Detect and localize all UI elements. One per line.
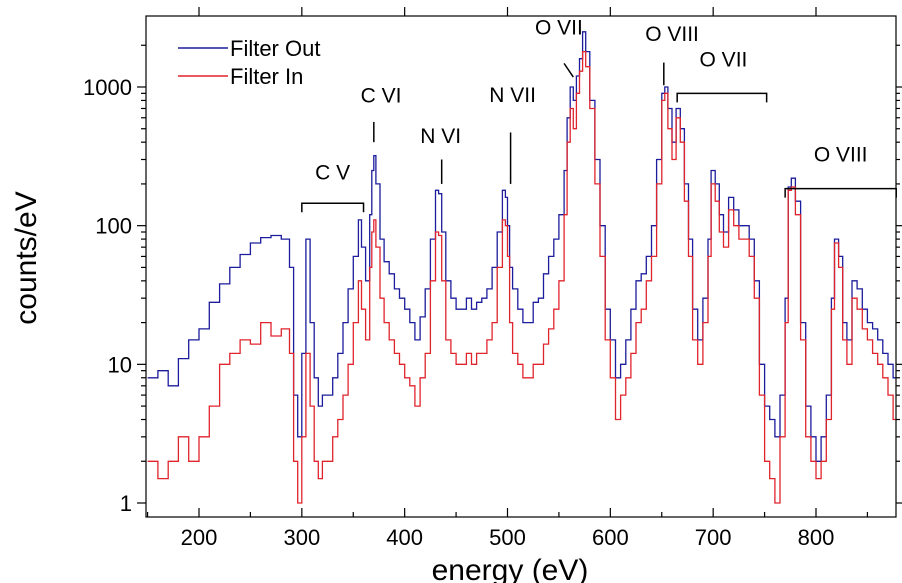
x-tick-label: 700 [695, 525, 732, 550]
annotation-label: N VI [420, 125, 461, 148]
plot-frame [145, 15, 897, 518]
annotation-label: O VIII [645, 23, 699, 46]
y-axis-title: counts/eV [10, 191, 43, 324]
legend-label-filter-out: Filter Out [230, 36, 320, 61]
annotation-n-vi: N VI [420, 125, 461, 184]
annotation-o-viii: O VIII [784, 144, 897, 198]
annotation-n-vii: N VII [489, 84, 536, 184]
series-line-filter-in [147, 50, 896, 504]
x-tick-label: 600 [592, 525, 629, 550]
annotation-bracket [301, 202, 365, 213]
x-tick-label: 800 [798, 525, 835, 550]
annotation-o-viii: O VIII [645, 23, 699, 86]
x-tick-label: 500 [489, 525, 526, 550]
y-tick-label: 100 [95, 214, 132, 239]
x-tick-label: 300 [283, 525, 320, 550]
annotation-c-v: C V [301, 162, 365, 213]
annotation-bracket [676, 92, 768, 103]
annotation-label: N VII [489, 84, 536, 107]
annotation-pointer [563, 62, 574, 78]
y-tick-label: 1 [120, 491, 132, 516]
legend-label-filter-in: Filter In [230, 64, 303, 89]
x-tick-label: 200 [181, 525, 218, 550]
annotation-bracket [784, 187, 897, 198]
annotation-label: C V [315, 162, 350, 185]
series-layer [147, 31, 896, 504]
annotation-label: O VIII [814, 144, 868, 167]
x-axis-title: energy (eV) [432, 554, 589, 583]
legend: Filter Out Filter In [178, 36, 320, 89]
annotation-label: O VII [535, 16, 583, 39]
x-tick-label: 400 [386, 525, 423, 550]
annotation-label: C VI [361, 85, 402, 108]
y-tick-label: 1000 [83, 75, 132, 100]
annotation-o-vii: O VII [676, 49, 768, 103]
annotation-label: O VII [700, 49, 748, 72]
annotation-c-vi: C VI [361, 85, 402, 143]
y-tick-label: 10 [108, 352, 132, 377]
annotation-o-vii: O VII [535, 16, 583, 78]
axis-ticks: 200 300 400 500 600 700 800 1 10 100 1000 [83, 7, 902, 550]
